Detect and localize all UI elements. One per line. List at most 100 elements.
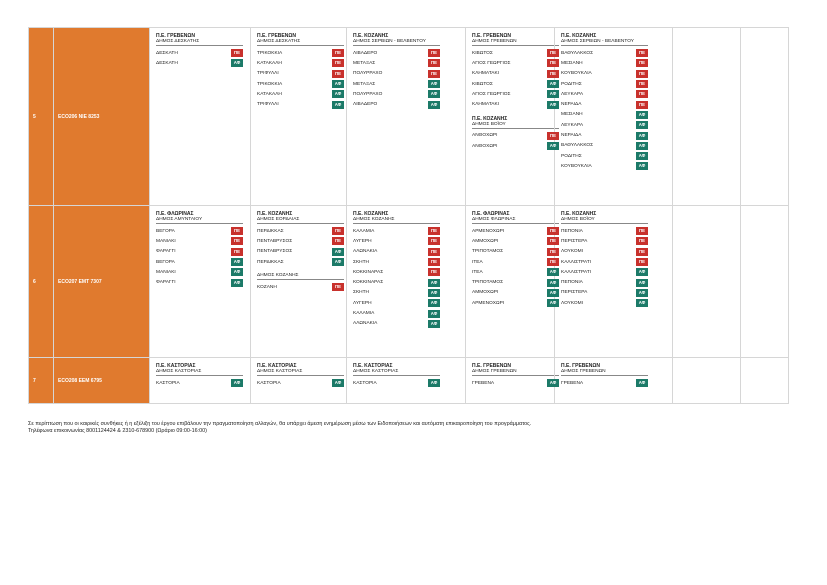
af-badge: ΑΦ <box>428 90 440 99</box>
schedule-cell: Π.Ε. ΚΟΖΑΝΗΣ ΔΗΜΟΣ ΒΟΪΟΥ ΠΕΠΟΝΙΑ ΠΕ ΠΕΡΙΣΤΕΡ… <box>554 205 673 358</box>
af-badge: ΑΦ <box>547 268 559 277</box>
village-name: ΛΟΥΚΟΜΙ <box>561 249 583 255</box>
village-name: ΝΕΡΑΙΔΑ <box>561 102 582 108</box>
municipality: ΔΗΜΟΣ ΔΕΣΚΑΤΗΣ <box>156 39 243 46</box>
pe-badge: ΠΕ <box>428 227 440 236</box>
list-item: ΚΙΒΩΤΟΣ ΠΕ <box>472 48 559 58</box>
list-item: ΑΛΩΝΑΚΙΑ ΑΦ <box>353 319 440 329</box>
village-name: ΒΑΘΥΛΑΚΚΟΣ <box>561 143 594 149</box>
village-name: ΠΕΝΤΑΒΡΥΣΟΣ <box>257 249 293 255</box>
municipality: ΔΗΜΟΣ ΔΕΣΚΑΤΗΣ <box>257 39 344 46</box>
schedule-cell: Π.Ε. ΚΑΣΤΟΡΙΑΣ ΔΗΜΟΣ ΚΑΣΤΟΡΙΑΣ ΚΑΣΤΟΡΙΑ ΑΦ <box>250 357 347 404</box>
table-row: 5 ECO206 NIE 8253 Π.Ε. ΓΡΕΒΕΝΩΝ ΔΗΜΟΣ ΔΕΣΚΑ… <box>28 27 789 206</box>
pe-badge: ΠΕ <box>428 69 440 78</box>
list-item: ΚΛΗΜΑΤΑΚΙ ΠΕ <box>472 69 559 79</box>
municipality: ΔΗΜΟΣ ΓΡΕΒΕΝΩΝ <box>472 369 559 376</box>
list-item: ΠΟΛΥΡΡΑΧΟ ΑΦ <box>353 89 440 99</box>
list-item: ΤΡΙΠΟΤΑΜΟΣ ΑΦ <box>472 277 559 287</box>
region-block: Π.Ε. ΚΟΖΑΝΗΣ ΔΗΜΟΣ ΣΕΡΒΙΩΝ - ΒΕΛΒΕΝΤΟΥ ΛΙΒ… <box>353 33 461 110</box>
region-block: Π.Ε. ΚΟΖΑΝΗΣ ΔΗΜΟΣ ΕΟΡΔΑΙΑΣ ΠΕΡΔΙΚΚΑΣ ΠΕ ΠΕΝ… <box>257 211 344 267</box>
list-item: ΠΕΝΤΑΒΡΥΣΟΣ ΑΦ <box>257 247 344 257</box>
village-name: ΚΛΗΜΑΤΑΚΙ <box>472 71 500 77</box>
af-badge: ΑΦ <box>231 278 243 287</box>
municipality: ΔΗΜΟΣ ΚΑΣΤΟΡΙΑΣ <box>353 369 440 376</box>
village-name: ΠΕΡΔΙΚΚΑΣ <box>257 259 284 265</box>
pe-badge: ΠΕ <box>636 69 648 78</box>
pe-badge: ΠΕ <box>636 90 648 99</box>
af-badge: ΑΦ <box>428 379 440 388</box>
list-item: ΛΟΥΚΟΜΙ ΑΦ <box>561 298 648 308</box>
pe-badge: ΠΕ <box>636 59 648 68</box>
pe-badge: ΠΕ <box>547 59 559 68</box>
af-badge: ΑΦ <box>636 131 648 140</box>
list-item: ΡΟΔΙΤΗΣ ΑΦ <box>561 151 648 161</box>
regional-unit: Π.Ε. ΚΑΣΤΟΡΙΑΣ <box>257 363 297 369</box>
list-item: ΝΕΡΑΙΔΑ ΠΕ <box>561 99 648 109</box>
list-item: ΛΙΒΑΔΕΡΟ ΠΕ <box>353 48 440 58</box>
af-badge: ΑΦ <box>636 379 648 388</box>
pe-badge: ΠΕ <box>231 227 243 236</box>
village-name: ΚΑΣΤΟΡΙΑ <box>156 380 180 386</box>
list-item: ΑΡΜΕΝΟΧΩΡΙ ΠΕ <box>472 226 559 236</box>
region-block: Π.Ε. ΚΑΣΤΟΡΙΑΣ ΔΗΜΟΣ ΚΑΣΤΟΡΙΑΣ ΚΑΣΤΟΡΙΑ ΑΦ <box>156 363 246 388</box>
af-badge: ΑΦ <box>231 268 243 277</box>
af-badge: ΑΦ <box>636 162 648 171</box>
list-item: ΜΕΣΙΑΝΗ ΑΦ <box>561 110 648 120</box>
list-item: ΓΡΕΒΕΝΑ ΑΦ <box>472 378 559 388</box>
list-item: ΛΥΓΕΡΗ ΠΕ <box>353 236 440 246</box>
region-block: Π.Ε. ΚΟΖΑΝΗΣ ΔΗΜΟΣ ΣΕΡΒΙΩΝ - ΒΕΛΒΕΝΤΟΥ ΒΑΘ… <box>561 33 668 172</box>
municipality: ΔΗΜΟΣ ΓΡΕΒΕΝΩΝ <box>561 369 648 376</box>
list-item: ΠΕΡΙΣΤΕΡΑ ΑΦ <box>561 288 648 298</box>
region-block: Π.Ε. ΓΡΕΒΕΝΩΝ ΔΗΜΟΣ ΓΡΕΒΕΝΩΝ ΓΡΕΒΕΝΑ ΑΦ <box>472 363 559 388</box>
region-block: Π.Ε. ΓΡΕΒΕΝΩΝ ΔΗΜΟΣ ΓΡΕΒΕΝΩΝ ΓΡΕΒΕΝΑ ΑΦ <box>561 363 668 388</box>
village-name: ΛΙΒΑΔΕΡΟ <box>353 50 378 56</box>
village-name: ΛΥΓΕΡΗ <box>353 238 372 244</box>
list-item: ΑΜΜΟΧΩΡΙ ΠΕ <box>472 236 559 246</box>
pe-badge: ΠΕ <box>428 49 440 58</box>
region-block: Π.Ε. ΚΑΣΤΟΡΙΑΣ ΔΗΜΟΣ ΚΑΣΤΟΡΙΑΣ ΚΑΣΤΟΡΙΑ ΑΦ <box>353 363 461 388</box>
list-item: ΛΟΥΚΟΜΙ ΠΕ <box>561 247 648 257</box>
list-item: ΠΕΠΟΝΙΑ ΠΕ <box>561 226 648 236</box>
list-item: ΙΤΕΑ ΑΦ <box>472 267 559 277</box>
village-name: ΓΡΕΒΕΝΑ <box>472 380 495 386</box>
af-badge: ΑΦ <box>636 141 648 150</box>
af-badge: ΑΦ <box>332 100 344 109</box>
region-block: Π.Ε. ΓΡΕΒΕΝΩΝ ΔΗΜΟΣ ΓΡΕΒΕΝΩΝ ΚΙΒΩΤΟΣ ΠΕ ΑΓΙΟ… <box>472 33 559 110</box>
pe-badge: ΠΕ <box>332 59 344 68</box>
regional-unit: Π.Ε. ΓΡΕΒΕΝΩΝ <box>257 33 296 39</box>
footer-line-1: Σε περίπτωση που οι καιρικές συνθήκες ή … <box>28 421 532 427</box>
af-badge: ΑΦ <box>231 59 243 68</box>
municipality: ΔΗΜΟΣ ΣΕΡΒΙΩΝ - ΒΕΛΒΕΝΤΟΥ <box>353 39 440 46</box>
pe-badge: ΠΕ <box>636 100 648 109</box>
village-name: ΚΑΛΛΙΣΤΡΑΤΙ <box>561 259 591 265</box>
schedule-cell: Π.Ε. ΚΟΖΑΝΗΣ ΔΗΜΟΣ ΣΕΡΒΙΩΝ - ΒΕΛΒΕΝΤΟΥ ΒΑΘ… <box>554 27 673 206</box>
village-name: ΚΟΚΚΙΝΑΡΑΣ <box>353 269 384 275</box>
pe-badge: ΠΕ <box>547 49 559 58</box>
list-item: ΔΕΣΚΑΤΗ ΠΕ <box>156 48 243 58</box>
regional-unit: Π.Ε. ΚΟΖΑΝΗΣ <box>561 211 597 217</box>
region-block: ΔΗΜΟΣ ΚΟΖΑΝΗΣ ΚΟΖΑΝΗ ΠΕ <box>257 273 344 292</box>
pe-badge: ΠΕ <box>428 268 440 277</box>
af-badge: ΑΦ <box>547 278 559 287</box>
list-item: ΦΑΡΑΓΓΙ ΠΕ <box>156 247 243 257</box>
list-item: ΣΚΗΤΗ ΑΦ <box>353 288 440 298</box>
municipality: ΔΗΜΟΣ ΣΕΡΒΙΩΝ - ΒΕΛΒΕΝΤΟΥ <box>561 39 648 46</box>
village-name: ΣΚΗΤΗ <box>353 259 370 265</box>
pe-badge: ΠΕ <box>547 69 559 78</box>
list-item: ΦΑΡΑΓΓΙ ΑΦ <box>156 277 243 287</box>
list-item: ΑΡΜΕΝΟΧΩΡΙ ΑΦ <box>472 298 559 308</box>
af-badge: ΑΦ <box>547 299 559 308</box>
schedule-cell: Π.Ε. ΓΡΕΒΕΝΩΝ ΔΗΜΟΣ ΓΡΕΒΕΝΩΝ ΚΙΒΩΤΟΣ ΠΕ ΑΓΙΟ… <box>465 27 559 206</box>
vehicle-code: ECO208 EEM 6795 <box>53 357 150 404</box>
af-badge: ΑΦ <box>332 90 344 99</box>
village-name: ΚΑΤΑΚΑΛΗ <box>257 60 282 66</box>
schedule-cell: Π.Ε. ΓΡΕΒΕΝΩΝ ΔΗΜΟΣ ΔΕΣΚΑΤΗΣ ΤΡΙΚΟΚΚΙΑ ΠΕ ΚΑ… <box>250 27 347 206</box>
list-item: ΙΤΕΑ ΠΕ <box>472 257 559 267</box>
list-item: ΚΑΣΤΟΡΙΑ ΑΦ <box>156 378 243 388</box>
list-item: ΒΑΘΥΛΑΚΚΟΣ ΠΕ <box>561 48 648 58</box>
village-name: ΠΟΛΥΡΡΑΧΟ <box>353 71 383 77</box>
region-block: Π.Ε. ΚΟΖΑΝΗΣ ΔΗΜΟΣ ΚΟΖΑΝΗΣ ΚΑΛΑΜΙΑ ΠΕ ΛΥΓΕΡΗ… <box>353 211 461 329</box>
municipality: ΔΗΜΟΣ ΚΟΖΑΝΗΣ <box>257 273 344 281</box>
village-name: ΛΕΥΚΑΡΑ <box>561 122 584 128</box>
schedule-cell: Π.Ε. ΦΛΩΡΙΝΑΣ ΔΗΜΟΣ ΑΜΥΝΤΑΙΟΥ ΒΕΓΟΡΑ ΠΕ ΜΑΝΙ… <box>149 205 251 358</box>
